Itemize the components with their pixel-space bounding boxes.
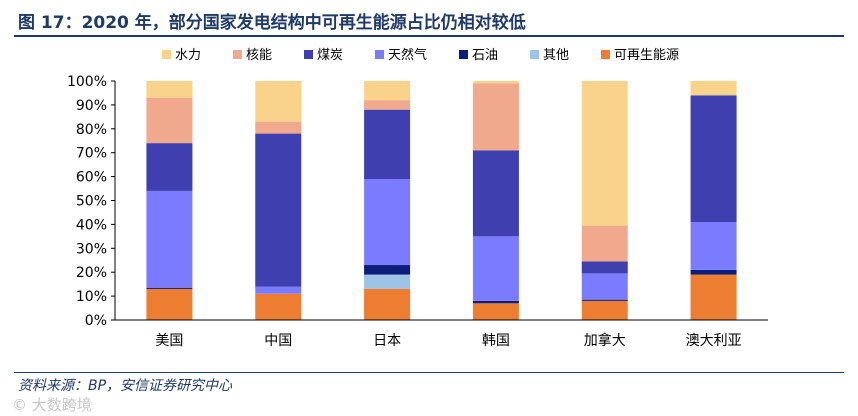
legend-label: 煤炭 [317, 48, 343, 63]
legend-item: 天然气 [375, 47, 427, 63]
legend-swatch [530, 50, 539, 59]
bar-segment [255, 133, 302, 287]
y-tick-label: 80% [76, 122, 107, 138]
bar-segment [146, 287, 193, 289]
legend-label: 其他 [543, 48, 569, 63]
bar-segment [146, 97, 193, 144]
x-axis: 美国 中国 日本 韩国 加拿大 澳大利亚 [115, 319, 768, 349]
legend-swatch [375, 50, 384, 59]
legend-item: 煤炭 [304, 48, 343, 63]
y-tick-label: 10% [76, 289, 107, 305]
y-tick-label: 90% [76, 98, 107, 114]
y-tick-label: 60% [76, 170, 107, 186]
bar-segment [364, 81, 411, 101]
legend-label: 可再生能源 [614, 48, 679, 63]
y-tick-label: 40% [76, 217, 107, 233]
legend-item: 石油 [459, 48, 498, 63]
legend-swatch [233, 50, 242, 59]
bar-segment [581, 81, 628, 226]
bar-segment [690, 81, 737, 96]
bar-segment [146, 81, 193, 98]
y-tick-label: 0% [85, 313, 107, 329]
x-tick-label: 加拿大 [584, 332, 626, 349]
source-note: 资料来源：BP，安信证券研究中心 [18, 378, 233, 394]
legend-label: 水力 [175, 48, 201, 63]
bar-segment [581, 261, 628, 274]
bar-segment [255, 81, 302, 122]
chart-legend: 水力 核能 煤炭 天然气 石油 其他 可再生能源 [162, 47, 679, 63]
x-tick-label: 美国 [155, 333, 183, 349]
bar-segment [690, 274, 737, 320]
bar-segment [364, 100, 411, 110]
bar-segment [364, 178, 411, 266]
legend-item: 水力 [162, 48, 201, 63]
bar-segment [364, 288, 411, 320]
bars [146, 81, 737, 320]
figure-title: 图 17：2020 年，部分国家发电结构中可再生能源占比仍相对较低 [18, 13, 526, 33]
bar-segment [581, 299, 628, 301]
bar-segment [255, 286, 302, 294]
bar-segment [364, 265, 411, 275]
bottom-rule [14, 372, 844, 373]
bar-stack [690, 81, 737, 320]
legend-label: 核能 [246, 48, 272, 63]
bar-segment [472, 300, 519, 304]
bar-segment [472, 81, 519, 84]
legend-swatch [162, 50, 171, 59]
bar-segment [255, 121, 302, 134]
bar-segment [581, 225, 628, 262]
bar-segment [146, 288, 193, 320]
y-tick-label: 30% [76, 241, 107, 257]
y-tick-label: 70% [76, 146, 107, 162]
bar-segment [581, 300, 628, 320]
legend-item: 可再生能源 [601, 48, 679, 63]
y-axis: 0% 10% 20% 30% 40% 50% 60% 70% 80% 90% 100% [67, 74, 116, 329]
bar-segment [581, 273, 628, 300]
watermark: © 大数跨境 [12, 396, 92, 414]
y-tick-label: 100% [67, 74, 107, 90]
legend-item: 其他 [530, 48, 569, 63]
bar-segment [472, 236, 519, 301]
bar-segment [472, 303, 519, 320]
y-tick-label: 20% [76, 265, 107, 281]
legend-label: 天然气 [388, 47, 427, 63]
bar-stack [146, 81, 193, 320]
bar-segment [690, 222, 737, 270]
bar-stack [364, 81, 411, 320]
bar-segment [146, 190, 193, 288]
bar-segment [364, 109, 411, 179]
legend-swatch [304, 50, 313, 59]
legend-label: 石油 [472, 48, 498, 63]
title-rule [14, 35, 844, 37]
x-tick-label: 日本 [373, 333, 401, 349]
legend-swatch [601, 50, 610, 59]
y-tick-label: 50% [76, 194, 107, 210]
bar-segment [472, 83, 519, 151]
bar-segment [472, 150, 519, 237]
bar-segment [690, 95, 737, 223]
legend-swatch [459, 50, 468, 59]
bar-segment [146, 143, 193, 191]
bar-segment [364, 274, 411, 289]
bar-stack [472, 81, 519, 320]
x-tick-label: 澳大利亚 [686, 333, 742, 349]
x-tick-label: 韩国 [482, 333, 510, 349]
x-tick-label: 中国 [264, 333, 292, 349]
bar-segment [255, 293, 302, 320]
legend-item: 核能 [233, 48, 272, 63]
bar-segment [690, 269, 737, 275]
bar-stack [581, 81, 628, 320]
bar-stack [255, 81, 302, 320]
